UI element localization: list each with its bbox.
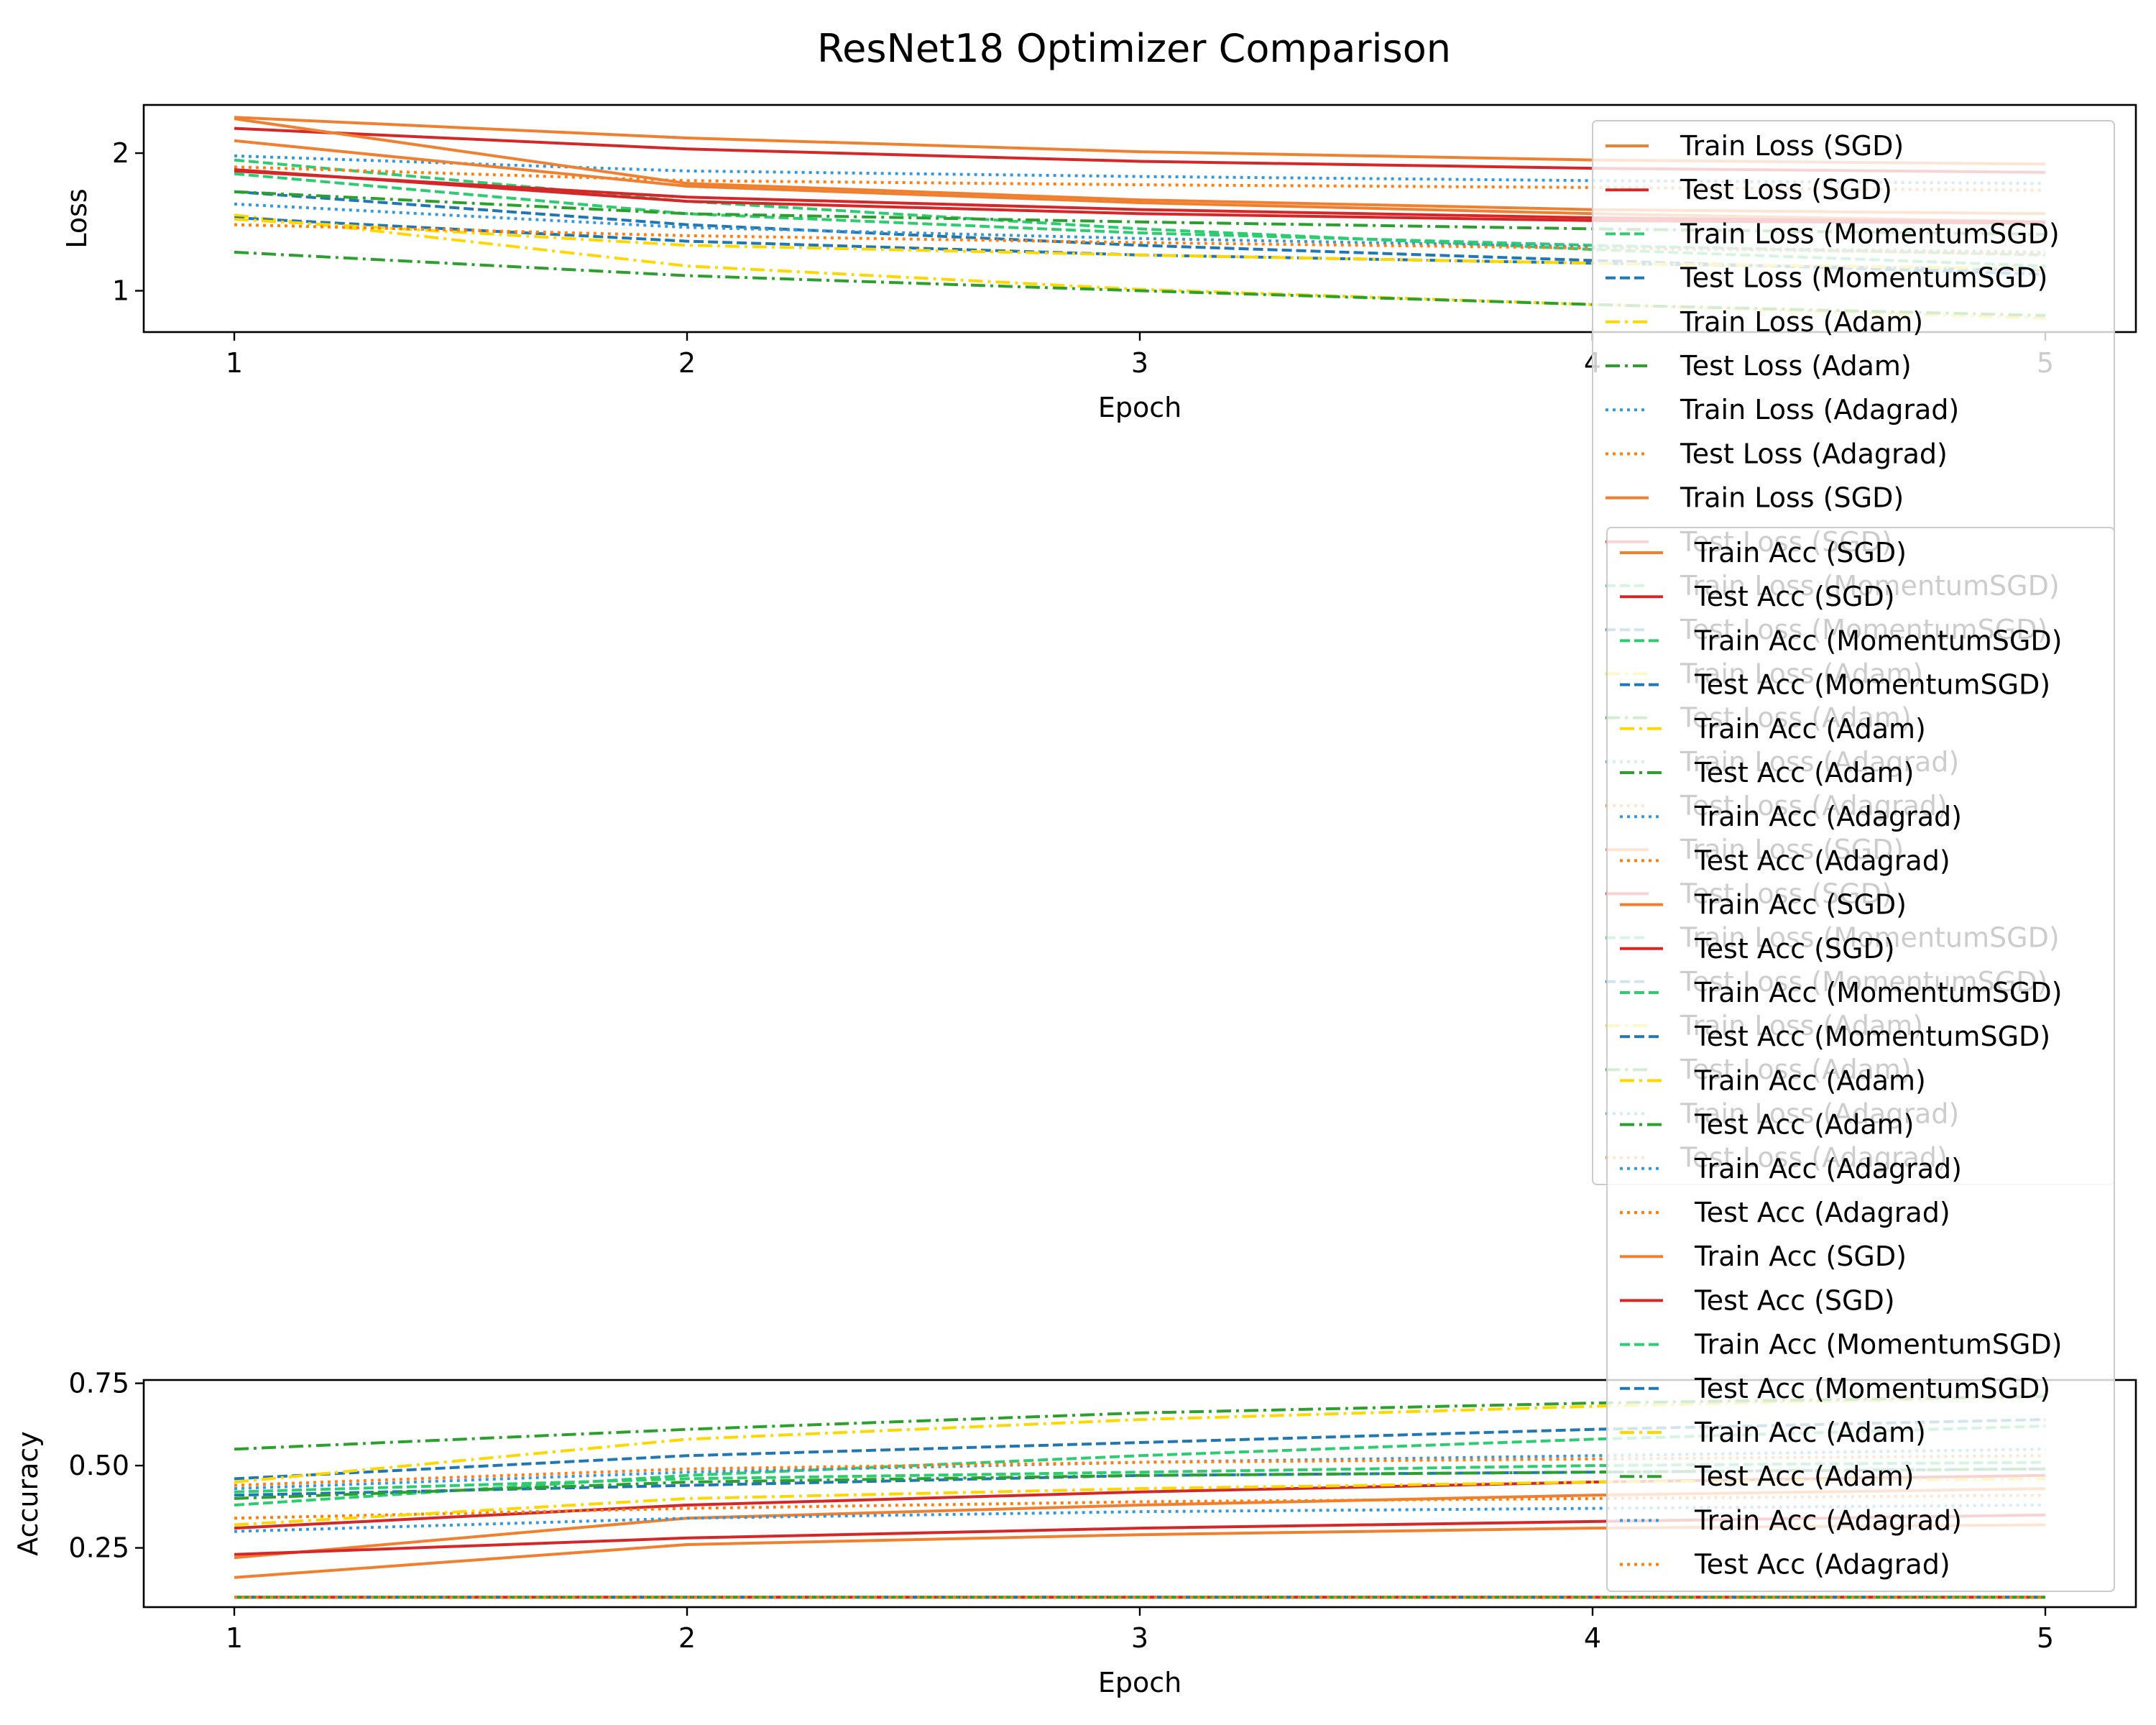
loss-legend-label: Train Loss (SGD) <box>1680 482 1904 514</box>
loss-legend-label: Train Loss (Adam) <box>1680 306 1923 338</box>
accuracy-x-axis-label: Epoch <box>1098 1667 1181 1698</box>
accuracy-legend-label: Test Acc (MomentumSGD) <box>1694 1021 2050 1052</box>
accuracy-legend-label: Train Acc (Adagrad) <box>1694 801 1962 832</box>
loss-x-tick-label: 1 <box>226 347 243 379</box>
loss-legend-label: Test Loss (MomentumSGD) <box>1680 262 2047 294</box>
loss-legend-label: Test Loss (SGD) <box>1680 174 1892 206</box>
accuracy-x-tick-label: 2 <box>678 1622 696 1654</box>
accuracy-x-tick-label: 1 <box>226 1622 243 1654</box>
accuracy-legend-label: Train Acc (Adam) <box>1694 1064 1926 1096</box>
accuracy-legend-label: Test Acc (SGD) <box>1694 933 1895 965</box>
loss-legend-label: Train Loss (SGD) <box>1680 130 1904 162</box>
accuracy-legend-label: Test Acc (Adam) <box>1694 757 1915 788</box>
accuracy-y-tick-label: 0.50 <box>68 1450 129 1481</box>
accuracy-legend-label: Test Acc (Adam) <box>1694 1460 1915 1492</box>
accuracy-legend-label: Train Acc (SGD) <box>1694 537 1907 569</box>
accuracy-legend-label: Test Acc (Adam) <box>1694 1109 1915 1141</box>
loss-y-axis-label: Loss <box>61 188 93 248</box>
accuracy-legend-label: Test Acc (Adagrad) <box>1694 845 1950 876</box>
loss-x-tick-label: 3 <box>1131 347 1148 379</box>
accuracy-legend-label: Test Acc (SGD) <box>1694 581 1895 612</box>
figure-title: ResNet18 Optimizer Comparison <box>817 26 1451 71</box>
accuracy-legend: Train Acc (SGD) Test Acc (SGD) Train Acc (… <box>1606 527 2115 1592</box>
accuracy-x-tick-label: 5 <box>2037 1622 2054 1654</box>
accuracy-legend-label: Test Acc (MomentumSGD) <box>1694 1373 2050 1404</box>
accuracy-legend-label: Train Acc (SGD) <box>1694 1241 1907 1272</box>
accuracy-legend-label: Train Acc (Adam) <box>1694 713 1926 745</box>
accuracy-legend-label: Test Acc (Adagrad) <box>1694 1197 1950 1228</box>
loss-legend-label: Train Loss (Adagrad) <box>1680 394 1959 426</box>
accuracy-y-ticks: 0.25 0.50 0.75 <box>68 1368 144 1564</box>
loss-y-tick-label: 1 <box>112 275 129 307</box>
loss-x-axis-label: Epoch <box>1098 392 1181 423</box>
accuracy-legend-frame <box>1606 527 2115 1592</box>
loss-legend-label: Train Loss (MomentumSGD) <box>1680 218 2060 249</box>
accuracy-x-tick-label: 3 <box>1131 1622 1148 1654</box>
accuracy-x-ticks: 1 2 3 4 5 <box>226 1607 2054 1654</box>
loss-legend-label: Test Loss (Adagrad) <box>1680 438 1948 469</box>
loss-y-tick-label: 2 <box>112 137 129 169</box>
accuracy-legend-label: Train Acc (MomentumSGD) <box>1694 625 2062 656</box>
loss-y-ticks: 12 <box>112 137 144 307</box>
accuracy-legend-label: Test Acc (SGD) <box>1694 1284 1895 1316</box>
accuracy-legend-label: Train Acc (MomentumSGD) <box>1694 977 2062 1008</box>
accuracy-y-tick-label: 0.75 <box>68 1368 129 1399</box>
accuracy-legend-label: Train Acc (Adagrad) <box>1694 1504 1962 1536</box>
accuracy-x-tick-label: 4 <box>1584 1622 1601 1654</box>
accuracy-legend-label: Test Acc (Adagrad) <box>1694 1549 1950 1581</box>
accuracy-legend-label: Test Acc (MomentumSGD) <box>1694 669 2050 701</box>
accuracy-legend-label: Train Acc (MomentumSGD) <box>1694 1329 2062 1361</box>
loss-x-tick-label: 2 <box>678 347 696 379</box>
accuracy-y-tick-label: 0.25 <box>68 1532 129 1564</box>
accuracy-legend-label: Train Acc (Adagrad) <box>1694 1153 1962 1184</box>
accuracy-legend-label: Train Acc (SGD) <box>1694 889 1907 921</box>
accuracy-legend-label: Train Acc (Adam) <box>1694 1417 1926 1448</box>
loss-legend-label: Test Loss (Adam) <box>1680 350 1912 382</box>
accuracy-y-axis-label: Accuracy <box>12 1431 44 1556</box>
